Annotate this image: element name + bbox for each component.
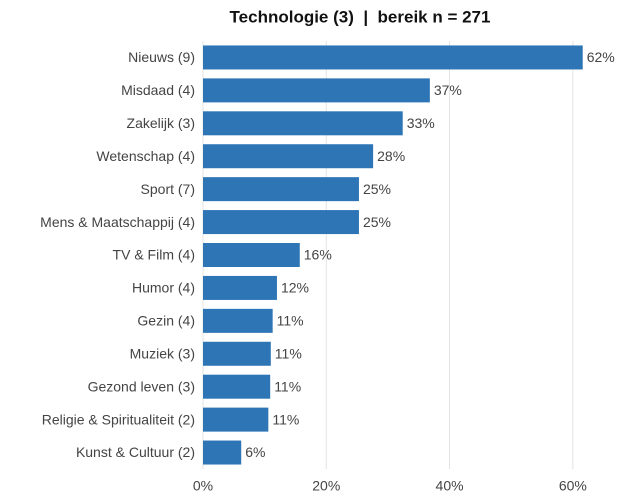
y-tick-label: Muziek (3) — [130, 345, 195, 361]
y-tick-label: Humor (4) — [132, 280, 195, 296]
value-label: 62% — [587, 49, 615, 65]
y-tick-label: Misdaad (4) — [121, 82, 195, 98]
y-tick-label: Gezond leven (3) — [88, 378, 195, 394]
value-label: 12% — [281, 280, 309, 296]
bar — [203, 111, 403, 136]
value-label: 28% — [377, 148, 405, 164]
y-tick-label: Mens & Maatschappij (4) — [40, 214, 195, 230]
chart-title: Technologie (3) | bereik n = 271 — [230, 7, 491, 26]
x-tick-label: 40% — [436, 478, 464, 494]
value-label: 25% — [363, 214, 391, 230]
value-label: 33% — [407, 115, 435, 131]
y-tick-label: Wetenschap (4) — [96, 148, 195, 164]
y-tick-label: Nieuws (9) — [128, 49, 195, 65]
bar — [203, 440, 242, 465]
value-label: 11% — [275, 345, 302, 361]
bar — [203, 374, 271, 399]
bar — [203, 78, 430, 103]
bar — [203, 275, 277, 300]
value-label: 6% — [245, 444, 265, 460]
x-tick-label: 60% — [559, 478, 587, 494]
value-label: 11% — [272, 411, 299, 427]
bar — [203, 308, 273, 333]
value-label: 25% — [363, 181, 391, 197]
value-label: 11% — [277, 313, 304, 329]
bar — [203, 210, 359, 235]
bar — [203, 341, 271, 366]
y-tick-label: Gezin (4) — [137, 313, 195, 329]
bar — [203, 407, 269, 432]
bar — [203, 177, 359, 202]
value-label: 11% — [274, 378, 301, 394]
value-label: 16% — [304, 247, 332, 263]
bar — [203, 45, 583, 70]
y-tick-label: Kunst & Cultuur (2) — [76, 444, 195, 460]
bar — [203, 144, 374, 169]
bar — [203, 243, 300, 267]
y-tick-label: Sport (7) — [141, 181, 195, 197]
value-label: 37% — [434, 82, 462, 98]
x-tick-label: 20% — [312, 478, 340, 494]
y-tick-label: Religie & Spiritualiteit (2) — [42, 411, 195, 427]
x-tick-label: 0% — [193, 478, 213, 494]
y-tick-label: TV & Film (4) — [113, 247, 195, 263]
y-tick-label: Zakelijk (3) — [127, 115, 195, 131]
